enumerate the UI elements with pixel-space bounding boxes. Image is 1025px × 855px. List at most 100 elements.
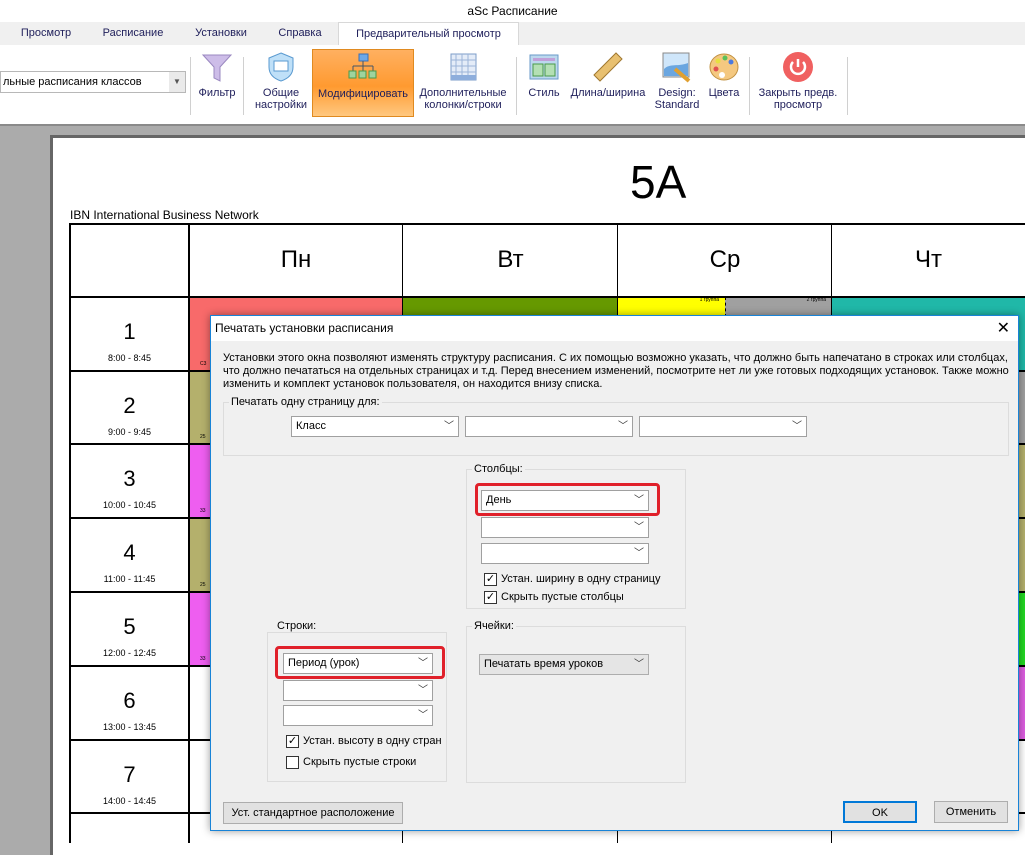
button-label: Стиль	[528, 87, 560, 99]
button-label: Дополнительные колонки/строки	[419, 87, 507, 111]
cells-label: Ячейки:	[472, 620, 516, 632]
ruler-icon	[593, 52, 623, 82]
period-time: 10:00 - 10:45	[102, 500, 157, 510]
grid-line	[69, 223, 71, 843]
tab-settings[interactable]: Установки	[195, 27, 247, 39]
fit-height-checkbox[interactable]: ✓ Устан. высоту в одну стран	[286, 735, 442, 748]
lesson-cell[interactable]	[403, 297, 618, 317]
period-time: 9:00 - 9:45	[107, 427, 152, 437]
button-label: Модифицировать	[318, 88, 408, 100]
lesson-cell[interactable]	[189, 444, 210, 518]
columns-label: Столбцы:	[472, 463, 525, 475]
page-select-3[interactable]: ﹀	[639, 416, 807, 437]
separator	[516, 57, 517, 115]
length-width-button[interactable]: Длина/ширина	[566, 49, 650, 117]
grid-line	[69, 296, 1025, 298]
checkbox-box	[286, 756, 299, 769]
tab-view[interactable]: Просмотр	[20, 27, 72, 39]
rows-select-3[interactable]: ﹀	[283, 705, 433, 726]
tab-schedule[interactable]: Расписание	[102, 27, 164, 39]
page-group	[223, 402, 1009, 456]
tab-help[interactable]: Справка	[278, 27, 322, 39]
hierarchy-icon	[348, 53, 377, 79]
period-header: 6 13:00 - 13:45	[70, 666, 189, 732]
rows-select-1[interactable]: Период (урок) ﹀	[283, 653, 433, 674]
hide-empty-columns-checkbox[interactable]: ✓ Скрыть пустые столбцы	[484, 591, 624, 604]
period-header: 3 10:00 - 10:45	[70, 444, 189, 510]
highlight-box	[275, 646, 445, 679]
picture-pencil-icon	[662, 52, 691, 83]
lesson-cell[interactable]	[1018, 666, 1025, 740]
chevron-down-icon: ﹀	[634, 495, 644, 506]
lesson-cell[interactable]	[1018, 317, 1025, 371]
cells-select[interactable]: Печатать время уроков ﹀	[479, 654, 649, 675]
select-value: Класс	[296, 420, 326, 432]
lesson-cell[interactable]	[189, 371, 210, 444]
separator	[749, 57, 750, 115]
day-header: Ср	[709, 246, 741, 273]
cells-group	[466, 626, 686, 783]
close-preview-button[interactable]: Закрыть предв. просмотр	[752, 49, 844, 117]
lesson-cell[interactable]	[1018, 518, 1025, 592]
columns-group	[466, 469, 686, 609]
hide-empty-rows-checkbox[interactable]: Скрыть пустые строки	[286, 756, 416, 769]
period-time: 14:00 - 14:45	[102, 796, 157, 806]
period-number: 6	[123, 688, 136, 713]
fit-width-checkbox[interactable]: ✓ Устан. ширину в одну страницу	[484, 573, 660, 586]
general-settings-button[interactable]: Общие настройки	[250, 49, 312, 117]
shield-window-icon	[268, 52, 294, 82]
window-title: aSc Расписание	[0, 0, 1025, 22]
modify-button[interactable]: Модифицировать	[312, 49, 414, 117]
layout-icon	[529, 54, 559, 80]
button-label: Длина/ширина	[570, 87, 646, 99]
dropdown-arrow-icon: ▼	[169, 72, 185, 92]
lesson-cell[interactable]	[1018, 444, 1025, 518]
room-label: 25	[200, 434, 206, 440]
checkmark-icon: ✓	[484, 573, 497, 586]
button-label: Закрыть предв. просмотр	[758, 87, 838, 111]
checkbox-label: Устан. ширину в одну страницу	[501, 573, 661, 585]
lesson-cell-group2[interactable]: 2 группа	[725, 297, 832, 317]
design-button[interactable]: Design: Standard	[652, 49, 702, 117]
period-time: 12:00 - 12:45	[102, 648, 157, 658]
lesson-cell[interactable]	[832, 297, 1025, 317]
period-number: 7	[123, 762, 136, 787]
power-icon	[783, 52, 813, 82]
extra-columns-rows-button[interactable]: Дополнительные колонки/строки	[414, 49, 512, 117]
lesson-cell[interactable]	[1018, 371, 1025, 444]
checkmark-icon: ✓	[286, 735, 299, 748]
columns-select-1[interactable]: День ﹀	[481, 490, 649, 511]
reset-layout-button[interactable]: Уст. стандартное расположение	[223, 802, 403, 824]
timetable-type-select[interactable]: льные расписания классов ▼	[0, 71, 186, 93]
rows-select-2[interactable]: ﹀	[283, 680, 433, 701]
close-icon[interactable]: ✕	[996, 320, 1010, 337]
period-time: 11:00 - 11:45	[103, 574, 156, 584]
colors-button[interactable]: Цвета	[704, 49, 744, 117]
lesson-cell[interactable]	[1018, 592, 1025, 666]
room-label: C3	[200, 361, 207, 367]
day-header: Вт	[497, 246, 524, 273]
cancel-button[interactable]: Отменить	[934, 801, 1008, 823]
button-label: Общие настройки	[254, 87, 308, 111]
chevron-down-icon: ﹀	[634, 548, 644, 559]
lesson-cell[interactable]	[189, 518, 210, 592]
lesson-cell-group1[interactable]: 1 группа	[618, 297, 725, 317]
page-select-2[interactable]: ﹀	[465, 416, 633, 437]
period-number: 3	[123, 466, 136, 491]
filter-button[interactable]: Фильтр	[194, 49, 240, 117]
chevron-down-icon: ﹀	[418, 710, 428, 721]
columns-select-3[interactable]: ﹀	[481, 543, 649, 564]
ok-button[interactable]: OK	[843, 801, 917, 823]
style-button[interactable]: Стиль	[524, 49, 564, 117]
chevron-down-icon: ﹀	[634, 659, 644, 670]
page-select-1[interactable]: Класс ﹀	[291, 416, 459, 437]
period-header: 4 11:00 - 11:45	[70, 518, 189, 584]
tab-print-preview[interactable]: Предварительный просмотр	[338, 22, 519, 45]
room-label: 25	[200, 582, 206, 588]
columns-select-2[interactable]: ﹀	[481, 517, 649, 538]
menu-tabs: Просмотр Расписание Установки Справка Пр…	[0, 22, 1025, 45]
select-value: Печатать время уроков	[484, 658, 604, 670]
highlight-box	[475, 483, 660, 516]
lesson-cell[interactable]	[189, 592, 210, 666]
button-label: Фильтр	[198, 87, 236, 99]
